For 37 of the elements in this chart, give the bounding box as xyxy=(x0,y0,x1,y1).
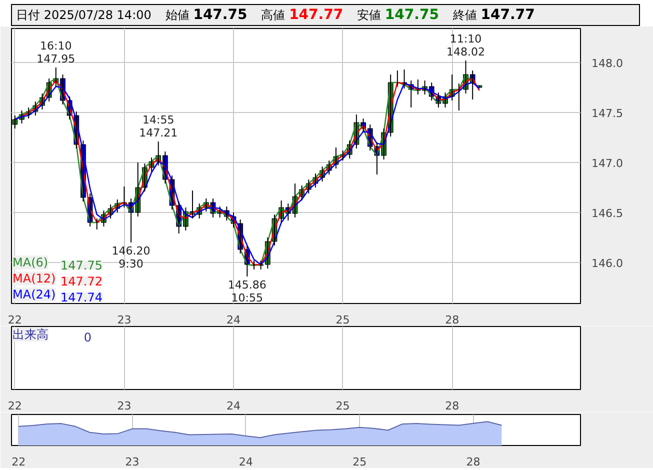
x-tick-label: 23 xyxy=(117,314,132,326)
text: 出来高 0 xyxy=(12,328,92,344)
x-tick-label: 23 xyxy=(125,456,140,468)
x-tick-label: 22 xyxy=(12,456,26,468)
category-label: 28 xyxy=(445,400,460,412)
x-tick-label: 24 xyxy=(226,314,240,326)
y-tick-label: 148.0 xyxy=(592,57,623,70)
annotation: 14:55 147.21 xyxy=(139,114,178,140)
text: MA(12) xyxy=(12,272,56,286)
x-tick-label: 25 xyxy=(336,314,350,326)
text: 終値 147.77 xyxy=(452,7,535,23)
x-tick-label: 22 xyxy=(8,314,22,326)
text: 安値 147.75 xyxy=(357,7,439,23)
annotation: 147.74 xyxy=(60,290,103,304)
annotation: 145.86 10:55 xyxy=(228,278,266,304)
y-tick-label: 147.5 xyxy=(592,107,623,120)
text: MA(24) xyxy=(12,288,56,302)
text: 高値 147.77 xyxy=(261,7,344,23)
x-tick-label: 25 xyxy=(352,456,367,468)
category-label: 25 xyxy=(336,400,350,412)
y-tick-label: 146.0 xyxy=(592,257,623,270)
x-tick-label: 28 xyxy=(445,314,460,326)
category-label: 24 xyxy=(226,400,240,412)
chart-title: 日付 2025/07/28 14:00 xyxy=(16,8,152,22)
annotation: 16:10 147.95 xyxy=(36,40,76,66)
annotation: 147.75 xyxy=(60,258,103,272)
annotation: 147.72 xyxy=(60,274,103,288)
category-label: 22 xyxy=(8,400,22,412)
text: 始値 147.75 xyxy=(165,7,248,23)
x-tick-label: 24 xyxy=(238,456,253,468)
annotation: 11:10 148.02 xyxy=(446,32,485,58)
text: MA(6) xyxy=(12,256,48,270)
y-tick-label: 146.5 xyxy=(592,207,623,220)
x-tick-label: 28 xyxy=(466,456,480,468)
y-tick-label: 147.0 xyxy=(592,157,623,170)
annotation: 146.20 9:30 xyxy=(112,244,150,270)
category-label: 23 xyxy=(117,400,132,412)
